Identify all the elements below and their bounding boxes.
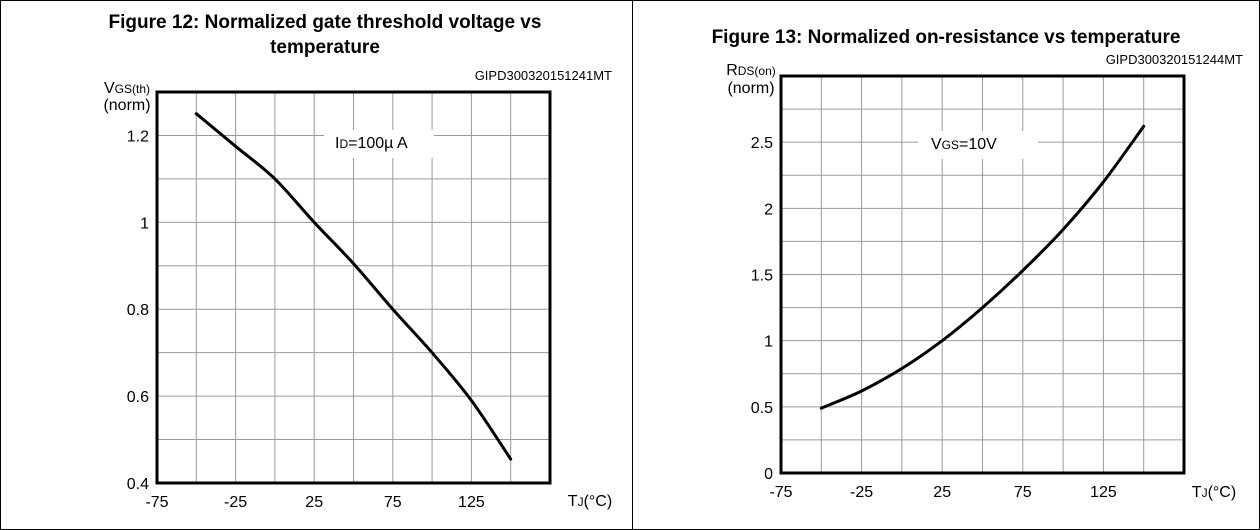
annotation-value: =100µ A <box>348 135 408 152</box>
x-tick-label: 75 <box>1014 484 1032 501</box>
annotation-value: =10V <box>959 136 997 153</box>
x-tick-label: 25 <box>305 494 323 511</box>
figure-code: GIPD300320151244MT <box>1106 52 1243 67</box>
annotation-subscript: D <box>339 137 348 151</box>
plot-frame <box>155 90 552 485</box>
y-tick-label: 0.8 <box>127 302 149 319</box>
y-tick-label: 1 <box>764 334 773 351</box>
annotation-background <box>324 130 434 158</box>
y-axis-label-main: V <box>104 80 115 97</box>
x-tick-label: 75 <box>384 494 402 511</box>
y-tick-label: 2 <box>764 201 773 218</box>
x-tick-label: -25 <box>224 494 247 511</box>
y-tick-label: 1 <box>140 215 149 232</box>
curve-annotation: VGS=10V <box>931 136 997 153</box>
x-axis-label: TJ(°C) <box>568 493 612 510</box>
plot-frame <box>779 74 1186 475</box>
figure-divider <box>632 0 633 530</box>
x-axis-label-unit: (°C) <box>1208 484 1237 501</box>
y-axis-label-subscript: DS(on) <box>738 64 776 78</box>
y-tick-label: 1.5 <box>751 268 773 285</box>
x-tick-label: -75 <box>769 484 792 501</box>
chart-title-line: temperature <box>270 37 380 58</box>
x-tick-label: 25 <box>933 484 951 501</box>
series-line <box>819 124 1146 410</box>
y-tick-label: 0.6 <box>127 389 149 406</box>
x-tick-label: 125 <box>1090 484 1117 501</box>
chart-figure-12: Figure 12: Normalized gate threshold vol… <box>103 12 612 511</box>
chart-figure-13: Figure 13: Normalized on-resistance vs t… <box>712 27 1243 501</box>
figure-code: GIPD300320151241MT <box>475 68 612 83</box>
annotation-main: I <box>335 135 339 152</box>
y-axis-unit: (norm) <box>103 97 150 114</box>
y-tick-label: 0 <box>764 466 773 483</box>
x-axis-label-main: T <box>1192 484 1202 501</box>
y-tick-label: 0.5 <box>751 400 773 417</box>
x-axis-label: TJ(°C) <box>1192 484 1236 501</box>
y-axis-unit: (norm) <box>727 80 774 97</box>
x-tick-label: -75 <box>145 494 168 511</box>
y-axis-label: RDS(on) <box>726 62 776 79</box>
x-tick-label: 125 <box>458 494 485 511</box>
x-axis-label-subscript: J <box>1202 486 1208 500</box>
y-axis-label-subscript: GS(th) <box>115 82 150 96</box>
y-tick-label: 1.2 <box>127 128 149 145</box>
x-tick-label: -25 <box>850 484 873 501</box>
chart-title-line: Figure 12: Normalized gate threshold vol… <box>109 12 542 33</box>
y-axis-label: VGS(th) <box>104 80 150 97</box>
series-line <box>194 112 513 461</box>
annotation-background <box>918 131 1038 159</box>
y-tick-label: 0.4 <box>127 476 149 493</box>
y-axis-label-main: R <box>726 62 738 79</box>
y-tick-label: 2.5 <box>751 135 773 152</box>
annotation-main: V <box>931 136 942 153</box>
x-axis-label-subscript: J <box>578 495 584 509</box>
annotation-subscript: GS <box>942 138 959 152</box>
x-axis-label-unit: (°C) <box>584 493 613 510</box>
chart-title-line: Figure 13: Normalized on-resistance vs t… <box>712 27 1181 48</box>
x-axis-label-main: T <box>568 493 578 510</box>
curve-annotation: ID=100µ A <box>335 135 408 152</box>
